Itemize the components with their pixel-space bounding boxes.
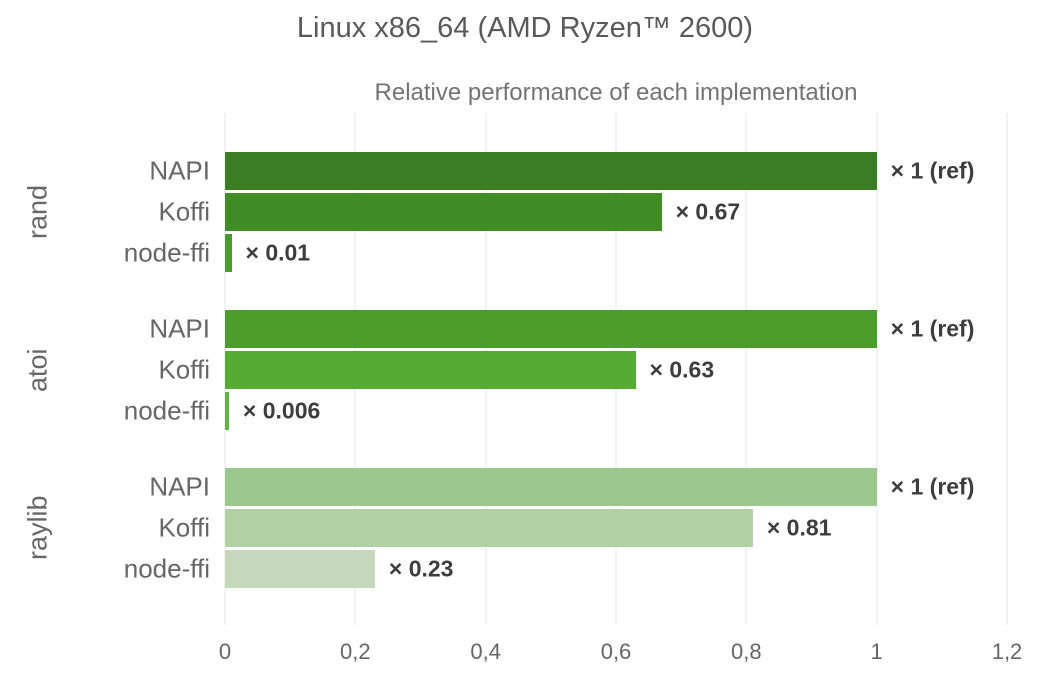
bar-row: node-ffi × 0.01 xyxy=(124,234,1007,272)
bar xyxy=(225,351,636,389)
value-label: × 0.23 xyxy=(388,555,454,582)
bar xyxy=(225,193,662,231)
x-tick-label: 0,2 xyxy=(340,639,371,664)
plot-area: rand NAPI × 1 (ref) Koffi × 0.67 node-ffi × 0.… xyxy=(23,113,1022,664)
value-label: × 1 (ref) xyxy=(890,473,975,500)
bar-row: node-ffi × 0.006 xyxy=(124,392,1007,430)
row-label: Koffi xyxy=(158,196,210,227)
gridline xyxy=(1006,113,1008,625)
bar-row: NAPI × 1 (ref) xyxy=(149,468,1007,506)
x-tick-label: 1 xyxy=(870,639,883,664)
row-label: Koffi xyxy=(158,354,210,385)
x-tick-label: 0,6 xyxy=(600,639,632,664)
bar-groups: rand NAPI × 1 (ref) Koffi × 0.67 node-ffi × 0.… xyxy=(23,152,1007,588)
bar-group-raylib: raylib NAPI × 1 (ref) Koffi × 0.81 node-ffi × … xyxy=(23,468,1007,588)
group-label: raylib xyxy=(22,495,53,561)
row-label: NAPI xyxy=(149,155,210,186)
value-label: × 0.006 xyxy=(242,397,321,424)
row-label: node-ffi xyxy=(123,553,210,584)
value-label: × 1 (ref) xyxy=(890,157,975,184)
gridline xyxy=(876,113,878,625)
group-label: atoi xyxy=(22,348,53,392)
bar xyxy=(225,468,877,506)
bar xyxy=(225,509,753,547)
value-label: × 1 (ref) xyxy=(890,315,975,342)
bar-row: Koffi × 0.63 xyxy=(158,351,1007,389)
row-label: NAPI xyxy=(149,313,210,344)
bar-row: Koffi × 0.81 xyxy=(158,509,1007,547)
row-label: Koffi xyxy=(158,512,210,543)
value-label: × 0.01 xyxy=(245,239,311,266)
bar xyxy=(225,550,375,588)
x-tick-label: 0 xyxy=(218,639,232,664)
row-label: node-ffi xyxy=(123,395,210,426)
row-label: NAPI xyxy=(149,471,210,502)
bar-row: Koffi × 0.67 xyxy=(158,193,1007,231)
bar xyxy=(225,310,877,348)
value-label: × 0.81 xyxy=(766,514,832,541)
bar xyxy=(225,392,229,430)
x-tick-label: 0,8 xyxy=(731,639,762,664)
value-label: × 0.67 xyxy=(675,198,741,225)
row-label: node-ffi xyxy=(123,237,210,268)
bar-group-atoi: atoi NAPI × 1 (ref) Koffi × 0.63 node-ffi × 0.… xyxy=(23,310,1007,430)
x-tick-label: 1,2 xyxy=(991,639,1023,664)
bar-row: NAPI × 1 (ref) xyxy=(149,152,1007,190)
group-label: rand xyxy=(22,184,53,240)
bar-row: node-ffi × 0.23 xyxy=(124,550,1007,588)
bar-row: NAPI × 1 (ref) xyxy=(149,310,1007,348)
bar-group-rand: rand NAPI × 1 (ref) Koffi × 0.67 node-ffi × 0.… xyxy=(23,152,1007,272)
chart-subtitle: Relative performance of each implementat… xyxy=(374,79,858,106)
chart-title: Linux x86_64 (AMD Ryzen™ 2600) xyxy=(296,12,754,44)
bar xyxy=(225,234,232,272)
bar xyxy=(225,152,877,190)
gridline xyxy=(745,113,747,625)
value-label: × 0.63 xyxy=(649,356,715,383)
x-tick-label: 0,4 xyxy=(470,639,501,664)
